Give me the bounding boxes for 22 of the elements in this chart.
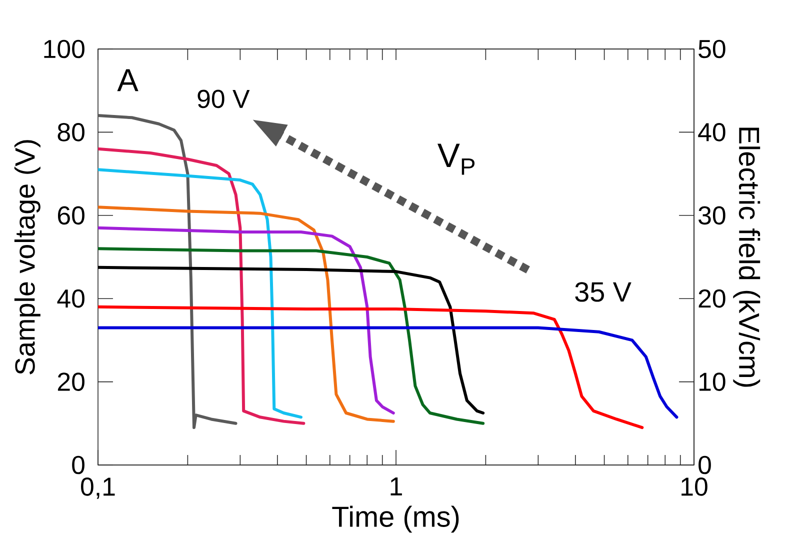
y2-tick-label: 0 (698, 456, 711, 474)
y2-tick-label: 50 (698, 40, 726, 58)
y2-tick-label: 40 (698, 123, 726, 142)
x-axis-title: Time (ms) (332, 506, 459, 533)
y-tick-label: 40 (57, 289, 84, 308)
y-tick-label: 20 (58, 372, 84, 391)
x-tick-label: 1 (390, 478, 402, 496)
x-tick-label: 0,1 (81, 478, 115, 499)
y-axis-title: Sample voltage (V) (14, 140, 40, 374)
y-tick-label: 80 (58, 123, 84, 142)
annotation: 90 V (198, 90, 250, 108)
y2-tick-label: 10 (700, 372, 726, 391)
annotation: V$_{P}$ (438, 144, 474, 175)
y2-tick-label: 30 (698, 206, 726, 225)
y-tick-label: 60 (58, 206, 84, 225)
y2-tick-label: 20 (698, 289, 726, 308)
y-tick-label: 0 (72, 456, 84, 474)
annotation: 35 V (575, 282, 632, 302)
y-tick-label: 100 (44, 40, 84, 58)
x-tick-label: 10 (682, 478, 708, 496)
annotation: A (117, 69, 138, 92)
y2-axis-title: Electric field (kV/cm) (733, 128, 760, 387)
